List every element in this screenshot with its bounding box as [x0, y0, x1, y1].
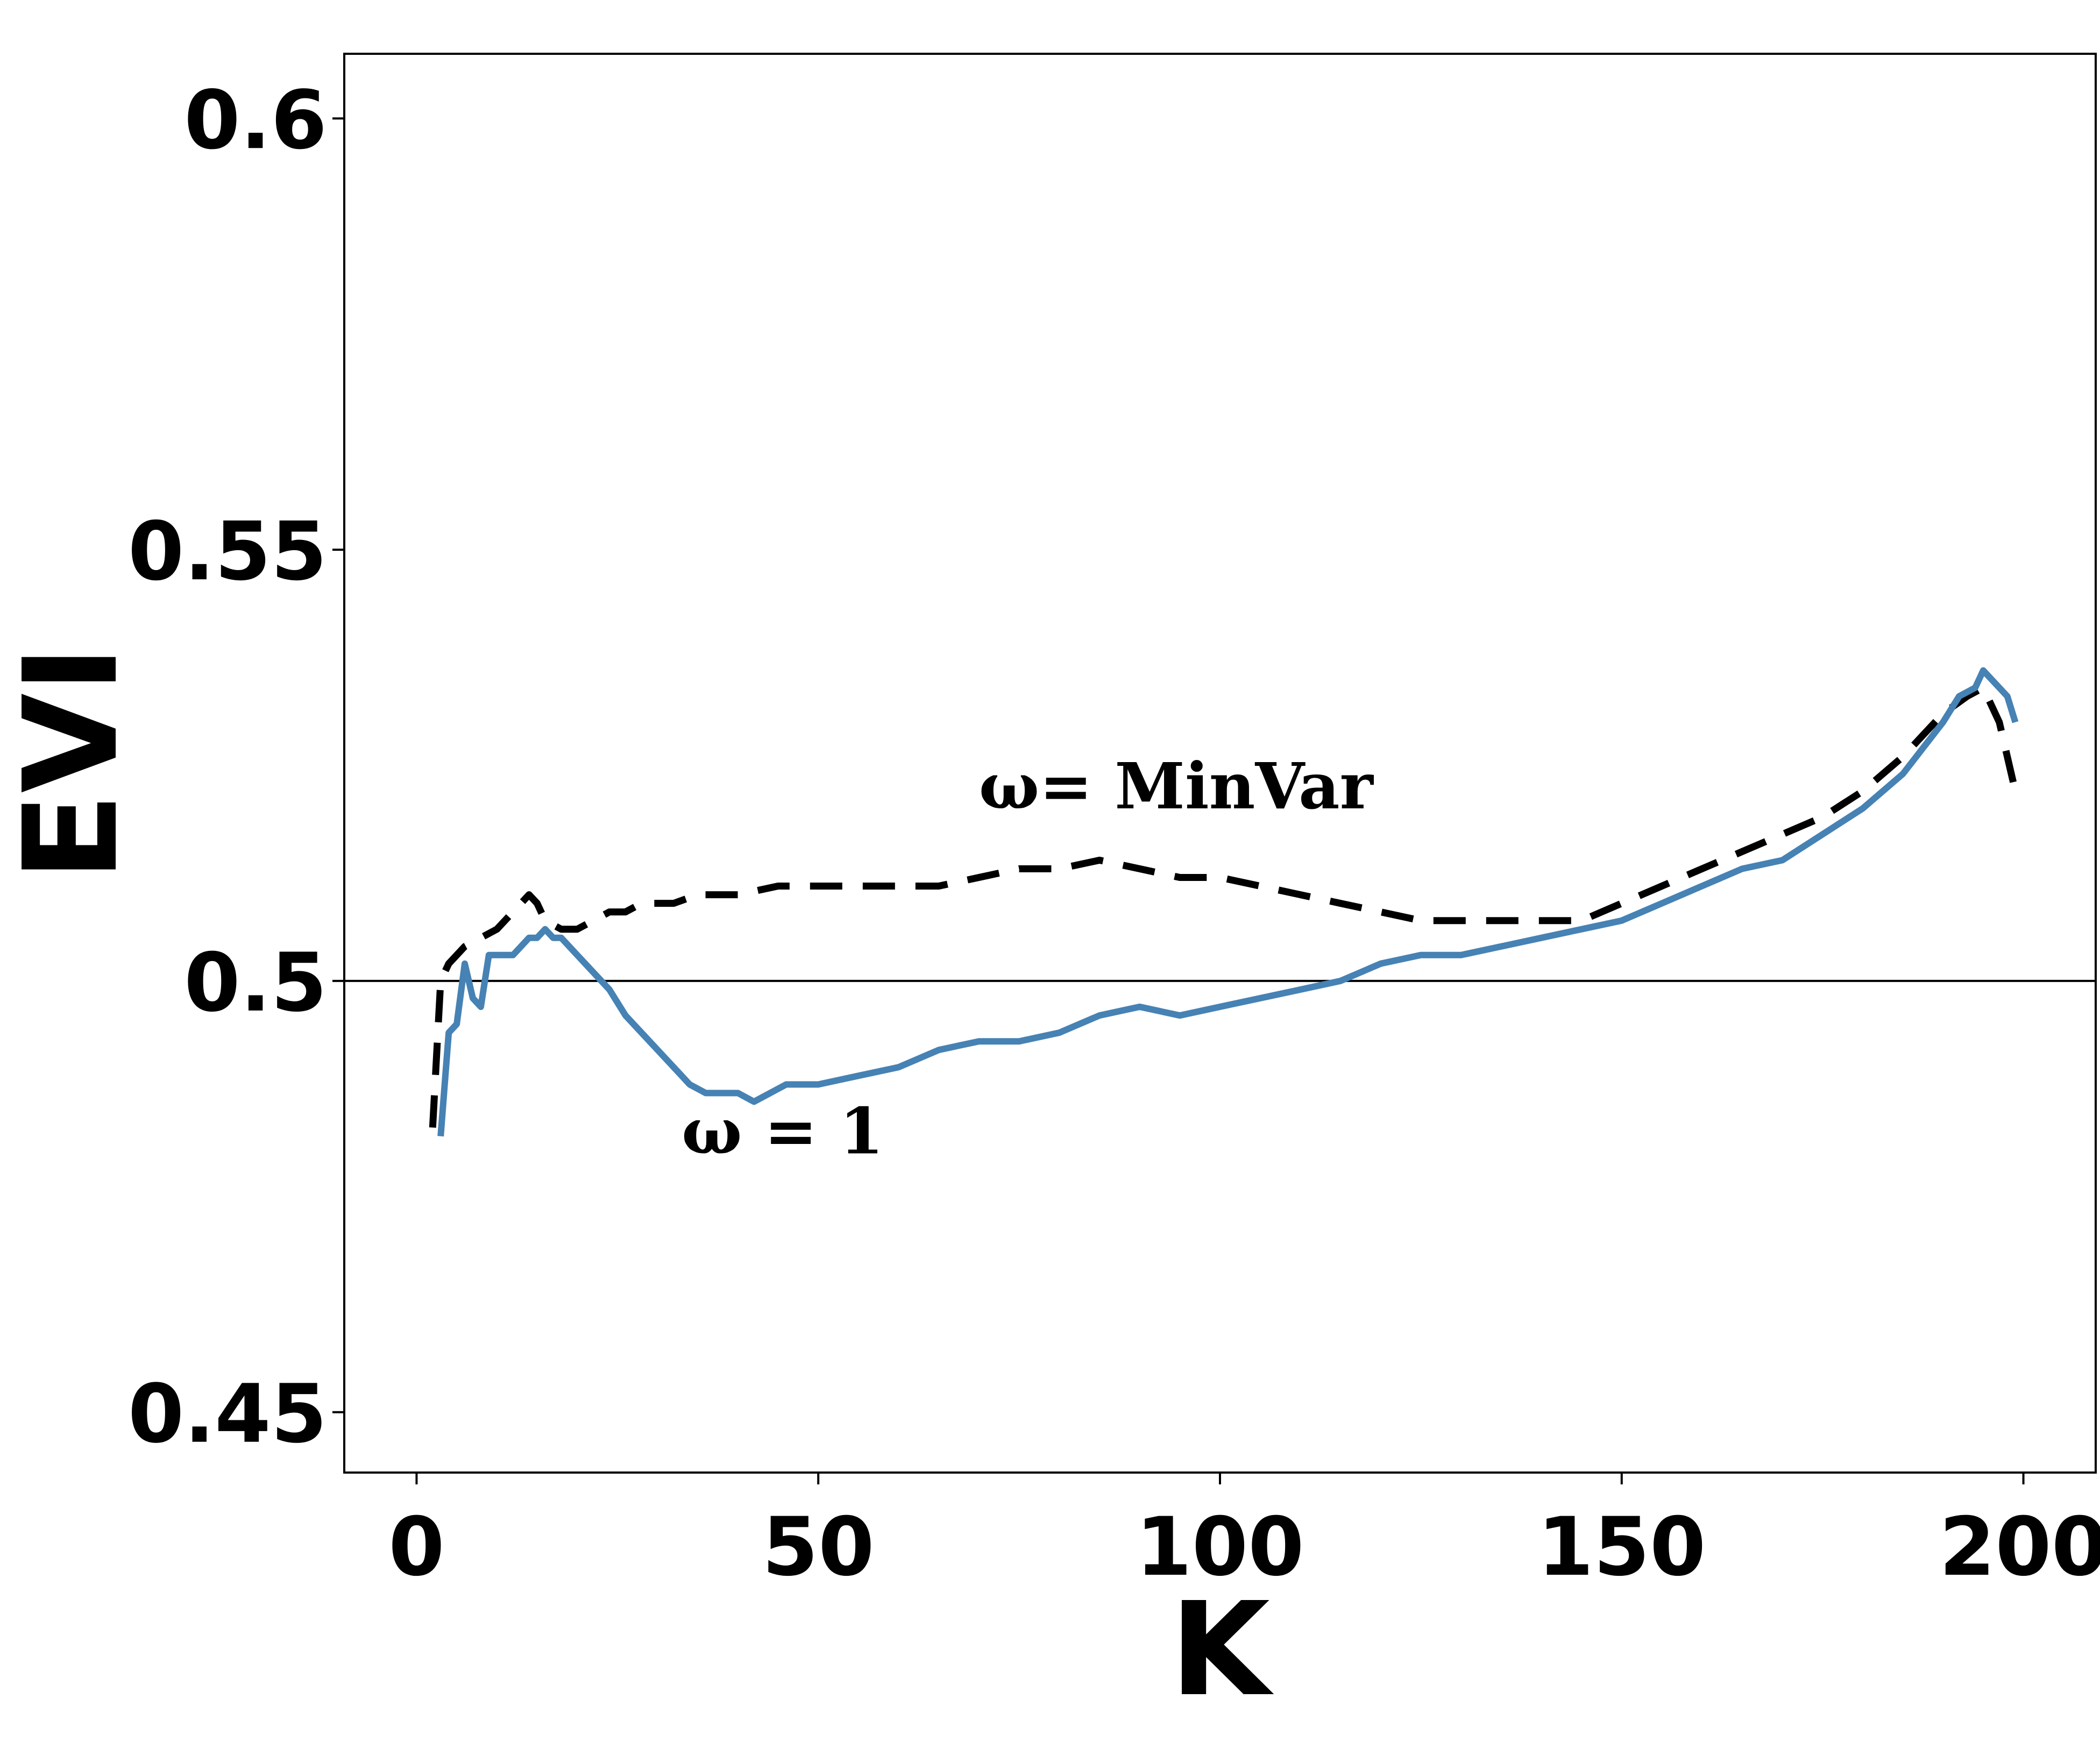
series-line-minvar: [429, 684, 2019, 1128]
y-tick-label: 0.6: [184, 74, 327, 167]
y-tick-label: 0.45: [128, 1368, 327, 1461]
x-tick-label: 200: [1939, 1501, 2100, 1594]
x-tick-label: 0: [388, 1501, 444, 1594]
annotation-omega-minvar: ω= MinVar: [979, 749, 1374, 823]
y-axis-label: EVI: [0, 645, 146, 881]
annotation-omega-one: ω = 1: [682, 1094, 884, 1169]
y-tick-label: 0.55: [128, 505, 327, 599]
ticks-layer: 0 50 100 150 200 0.45 0.5 0.55 0.6: [128, 74, 2100, 1594]
x-tick-label: 150: [1537, 1501, 1706, 1594]
plot-frame: [343, 53, 2097, 1474]
plot-layer: [344, 667, 2096, 1137]
x-axis-label: K: [1170, 1574, 1274, 1725]
y-tick-label: 0.5: [184, 936, 327, 1030]
x-tick-label: 50: [762, 1501, 875, 1594]
series-line-omega-one: [437, 667, 2019, 1137]
x-tick-label: 100: [1136, 1501, 1304, 1594]
